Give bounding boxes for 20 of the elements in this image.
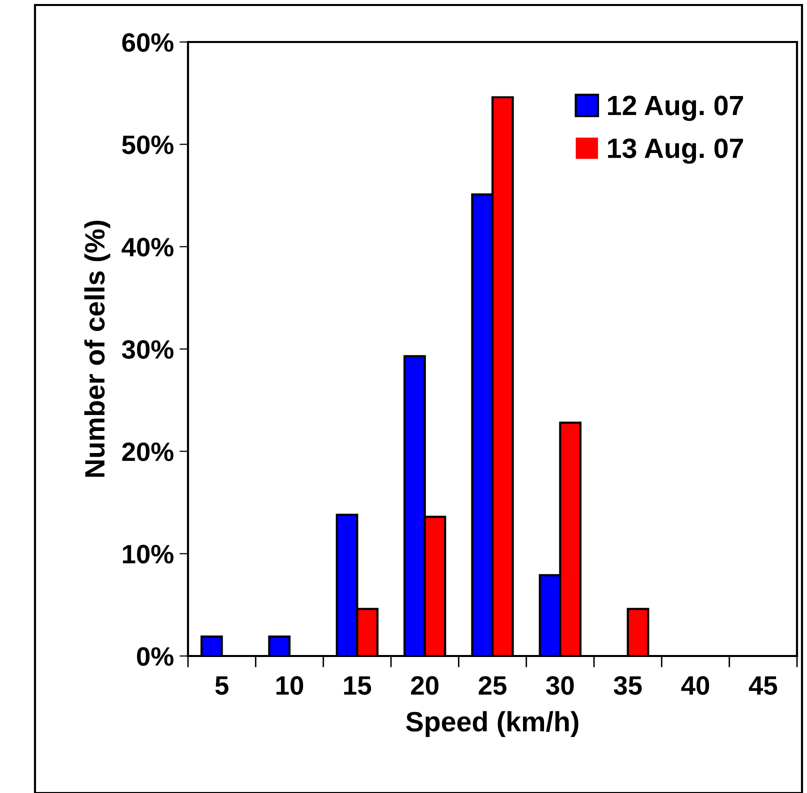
y-tick-label: 20%	[122, 442, 174, 462]
y-tick-label: 50%	[122, 135, 174, 154]
y-axis-title: Number of cells (%)	[84, 220, 110, 477]
x-tick-label: 35	[614, 676, 642, 695]
y-tick-label: 40%	[122, 238, 174, 256]
legend-label: 13 Aug. 07	[608, 138, 744, 164]
x-tick-label: 10	[276, 676, 304, 695]
y-tick-label: 60%	[122, 33, 174, 52]
y-tick-label: 10%	[122, 544, 174, 564]
x-tick-label: 15	[344, 676, 372, 695]
x-tick-label: 45	[748, 676, 778, 695]
y-tick-label: 30%	[122, 340, 174, 359]
x-tick-label: 40	[681, 676, 710, 695]
x-tick-label: 5	[215, 676, 228, 695]
y-tick-label: 0%	[137, 647, 174, 666]
x-tick-label: 20	[411, 676, 438, 695]
x-tick-label: 30	[546, 676, 574, 695]
x-axis-title: Speed (km/h)	[406, 711, 578, 738]
x-tick-label: 25	[478, 676, 506, 695]
legend-label: 12 Aug. 07	[608, 96, 744, 121]
